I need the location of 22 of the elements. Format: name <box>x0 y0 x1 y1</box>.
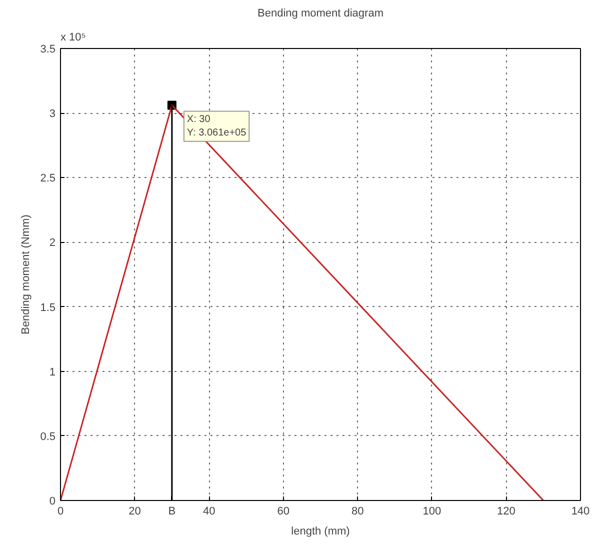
y-tick-label: 3.5 <box>40 44 56 56</box>
annotation: B <box>168 506 176 518</box>
x-tick-label: 40 <box>202 506 216 518</box>
x-tick-label: 120 <box>497 506 516 518</box>
y-tick-label: 1.5 <box>40 302 56 314</box>
y-tick-label: 2.5 <box>40 172 56 185</box>
x-tick-label: 60 <box>277 506 290 518</box>
x-axis-title: length (mm) <box>291 526 350 538</box>
y-tick-label: 2 <box>49 237 56 250</box>
annotation: X: 30 Y: 3.061e+05 <box>186 114 247 138</box>
x-tick-label: 0 <box>57 506 64 518</box>
y-tick-label: 3 <box>49 108 56 120</box>
chart-title: Bending moment diagram <box>258 8 384 20</box>
x-tick-label: 80 <box>352 506 364 518</box>
y-axis-title: Bending moment (Nmm) <box>20 214 32 334</box>
x-tick-label: 140 <box>571 506 590 518</box>
y-tick-label: 1 <box>49 366 56 378</box>
x-tick-label: 100 <box>422 506 442 518</box>
x-tick-label: 20 <box>128 506 141 518</box>
y-tick-label: 0.5 <box>40 430 56 443</box>
y-tick-label: 0 <box>49 496 56 508</box>
text: x 10⁵ <box>60 32 86 44</box>
